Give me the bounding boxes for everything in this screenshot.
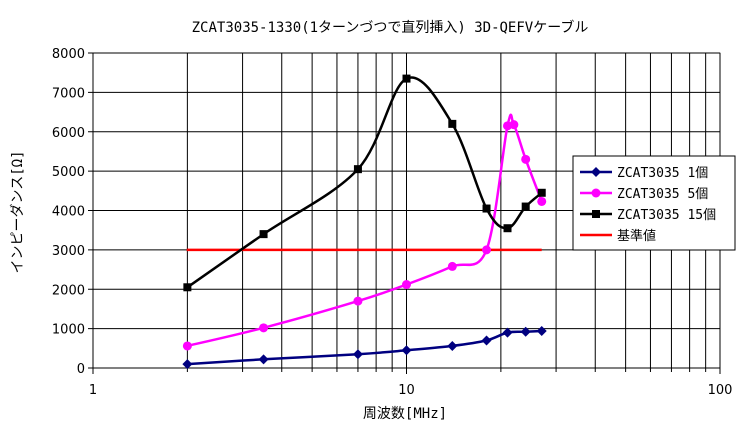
data-point xyxy=(402,74,411,83)
axes: 0 1000 2000 3000 4000 5000 6000 7000 8000 1 10 100 xyxy=(52,47,733,398)
data-point xyxy=(182,359,193,370)
data-point xyxy=(481,335,492,346)
legend-label: ZCAT3035 1個 xyxy=(617,166,708,181)
x-tick-label: 1 xyxy=(89,383,97,398)
y-tick-label: 0 xyxy=(77,362,85,377)
data-point xyxy=(258,354,269,365)
x-tick-label: 100 xyxy=(708,383,733,398)
data-point xyxy=(353,296,363,306)
series-group xyxy=(182,325,547,370)
data-point xyxy=(401,345,412,356)
data-point xyxy=(521,202,530,211)
legend-marker xyxy=(591,188,601,198)
series-line xyxy=(187,113,543,348)
legend-label: ZCAT3035 5個 xyxy=(617,187,708,202)
series-line xyxy=(186,76,543,289)
data-point xyxy=(521,154,531,164)
series-group xyxy=(183,74,546,292)
legend-label: 基準値 xyxy=(617,228,656,244)
data-point xyxy=(502,327,513,338)
y-tick-label: 7000 xyxy=(52,86,85,101)
data-point xyxy=(520,326,531,337)
y-tick-label: 1000 xyxy=(52,323,85,338)
data-point xyxy=(537,188,546,197)
y-axis-title: インピーダンス[Ω] xyxy=(10,150,26,273)
y-tick-label: 8000 xyxy=(52,47,85,62)
data-point xyxy=(352,349,363,360)
data-point xyxy=(353,165,362,174)
data-point xyxy=(509,120,519,130)
data-point xyxy=(259,230,268,239)
data-point xyxy=(482,204,491,213)
y-tick-label: 5000 xyxy=(52,165,85,180)
chart-title: ZCAT3035-1330(1ターンづつで直列挿入) 3D-QEFVケーブル xyxy=(192,19,589,36)
y-tick-label: 3000 xyxy=(52,244,85,259)
data-point xyxy=(536,325,547,336)
data-point xyxy=(182,341,192,351)
data-point xyxy=(537,196,547,206)
data-point xyxy=(259,323,269,333)
y-tick-label: 2000 xyxy=(52,283,85,298)
legend-marker xyxy=(591,167,601,177)
y-tick-label: 4000 xyxy=(52,205,85,220)
x-axis-title: 周波数[MHz] xyxy=(363,406,447,422)
data-point xyxy=(183,283,192,292)
data-series xyxy=(182,74,547,370)
data-point xyxy=(448,119,457,128)
x-tick-label: 10 xyxy=(398,383,415,398)
data-point xyxy=(503,224,512,233)
legend-marker xyxy=(592,210,600,218)
data-point xyxy=(402,280,411,290)
series-group xyxy=(182,113,547,351)
data-point xyxy=(447,261,457,271)
data-point xyxy=(447,340,458,351)
legend-label: ZCAT3035 15個 xyxy=(617,208,716,223)
data-point xyxy=(482,245,492,255)
y-tick-label: 6000 xyxy=(52,126,85,141)
